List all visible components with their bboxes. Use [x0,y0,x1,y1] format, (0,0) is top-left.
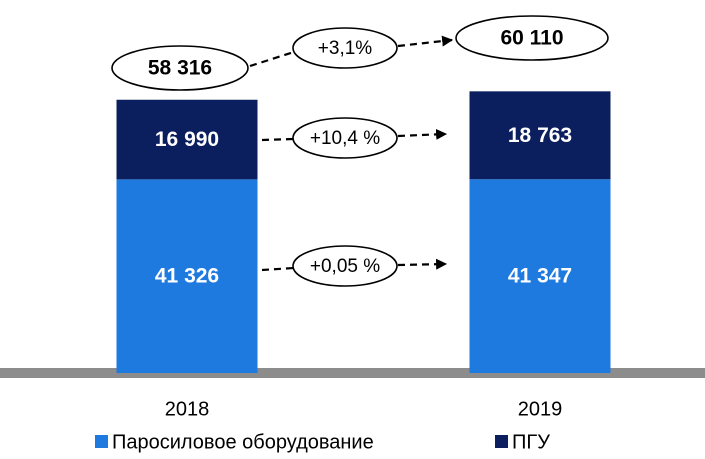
value-label: 41 347 [508,265,572,288]
bar-segment [116,179,258,373]
annotation-oval [292,117,398,159]
baseline [0,368,705,378]
x-tick-label: 2018 [165,398,210,420]
total-oval [111,45,249,91]
total-label: 60 110 [500,27,563,50]
value-label: 16 990 [155,128,219,151]
bar-segment [116,99,258,180]
arrow [249,50,295,68]
arrow [261,266,295,272]
annotation-oval [292,245,398,287]
annotation: +10,4 % [310,128,380,149]
arrows [249,35,454,272]
bar-segment [469,91,611,180]
arrow [261,137,295,142]
legend-swatch [95,435,108,448]
bar-segment [469,179,611,373]
arrow [397,128,448,140]
legend-swatch [495,435,508,448]
annotation-oval [292,27,398,69]
annotation: +3,1% [318,38,373,59]
total-label: 58 316 [148,57,212,80]
annotation: +0,05 % [310,256,380,277]
x-tick-label: 2019 [518,398,563,420]
value-label: 41 326 [155,265,219,288]
legend-label: Паросиловое оборудование [112,431,374,453]
arrow [397,35,454,48]
value-label: 18 763 [508,124,572,147]
legend-label: ПГУ [512,431,550,453]
arrow [397,258,448,270]
total-oval [455,15,609,61]
